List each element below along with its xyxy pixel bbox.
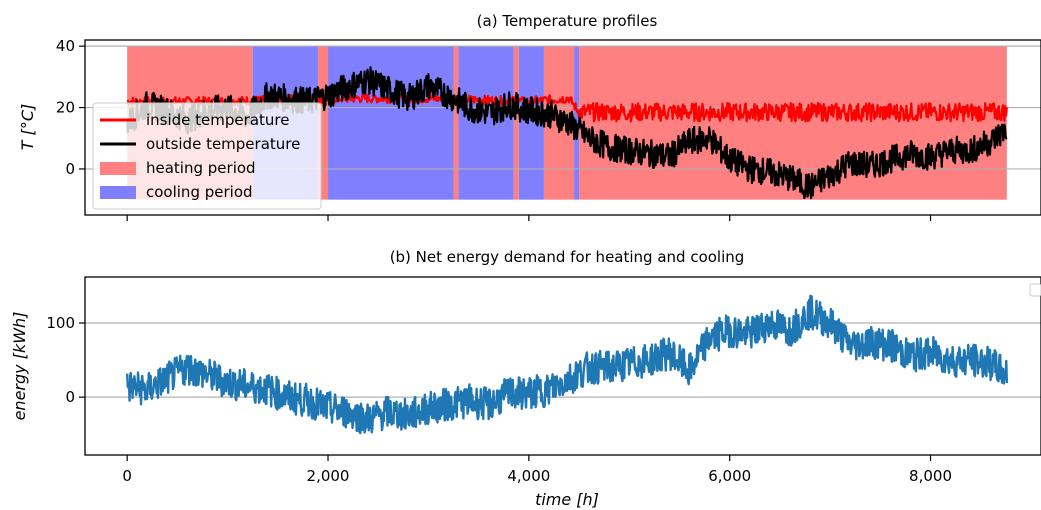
b-xtick-label-1: 2,000	[307, 467, 350, 485]
period-band-4	[453, 46, 459, 200]
series-outside-temperature	[126, 66, 1008, 200]
a-ytick-label-1: 20	[56, 99, 75, 117]
panel-b-empty-legend	[1029, 283, 1041, 297]
period-band-6	[513, 46, 519, 200]
b-ytick-label-1: 100	[46, 314, 75, 332]
panel-a-ticks: 0 20 40	[56, 37, 932, 221]
period-band-3	[328, 46, 454, 200]
period-band-2	[317, 46, 329, 200]
a-ytick-label-2: 40	[56, 37, 75, 55]
legend-swatch-3	[100, 186, 136, 199]
b-xtick-label-2: 4,000	[507, 467, 550, 485]
b-xtick-label-3: 6,000	[708, 467, 751, 485]
series-energy-demand	[125, 294, 1009, 435]
panel-b-ticks: 0 100 0 2,000 4,000 6,000 8,000	[46, 314, 952, 485]
legend-swatch-2	[100, 162, 136, 175]
energy-panel: (b) Net energy demand for heating and co…	[10, 248, 1041, 509]
legend-label-2: heating period	[146, 159, 256, 177]
temperature-panel: (a) Temperature profiles 0 20 40 T [°C] in…	[18, 12, 1041, 221]
panel-b-series	[125, 294, 1009, 435]
b-xtick-label-0: 0	[122, 467, 132, 485]
panel-b-frame	[84, 276, 1041, 456]
legend-label-3: cooling period	[146, 183, 253, 201]
b-xtick-label-4: 8,000	[909, 467, 952, 485]
legend-label-0: inside temperature	[146, 111, 289, 129]
legend: inside temperature outside temperature hea…	[92, 102, 322, 210]
panel-a-title: (a) Temperature profiles	[477, 12, 658, 30]
panel-a-series	[126, 66, 1008, 200]
panel-b-title: (b) Net energy demand for heating and co…	[390, 248, 745, 266]
a-ytick-label-0: 0	[65, 160, 75, 178]
b-ytick-label-0: 0	[65, 388, 75, 406]
legend-label-1: outside temperature	[146, 135, 300, 153]
period-band-5	[458, 46, 514, 200]
panel-b-xlabel: time [h]	[535, 490, 599, 509]
panel-b-ylabel: energy [kWh]	[10, 312, 29, 421]
panel-a-ylabel: T [°C]	[18, 104, 37, 151]
legend-box	[92, 102, 322, 210]
panel-a-frame	[84, 39, 1041, 216]
